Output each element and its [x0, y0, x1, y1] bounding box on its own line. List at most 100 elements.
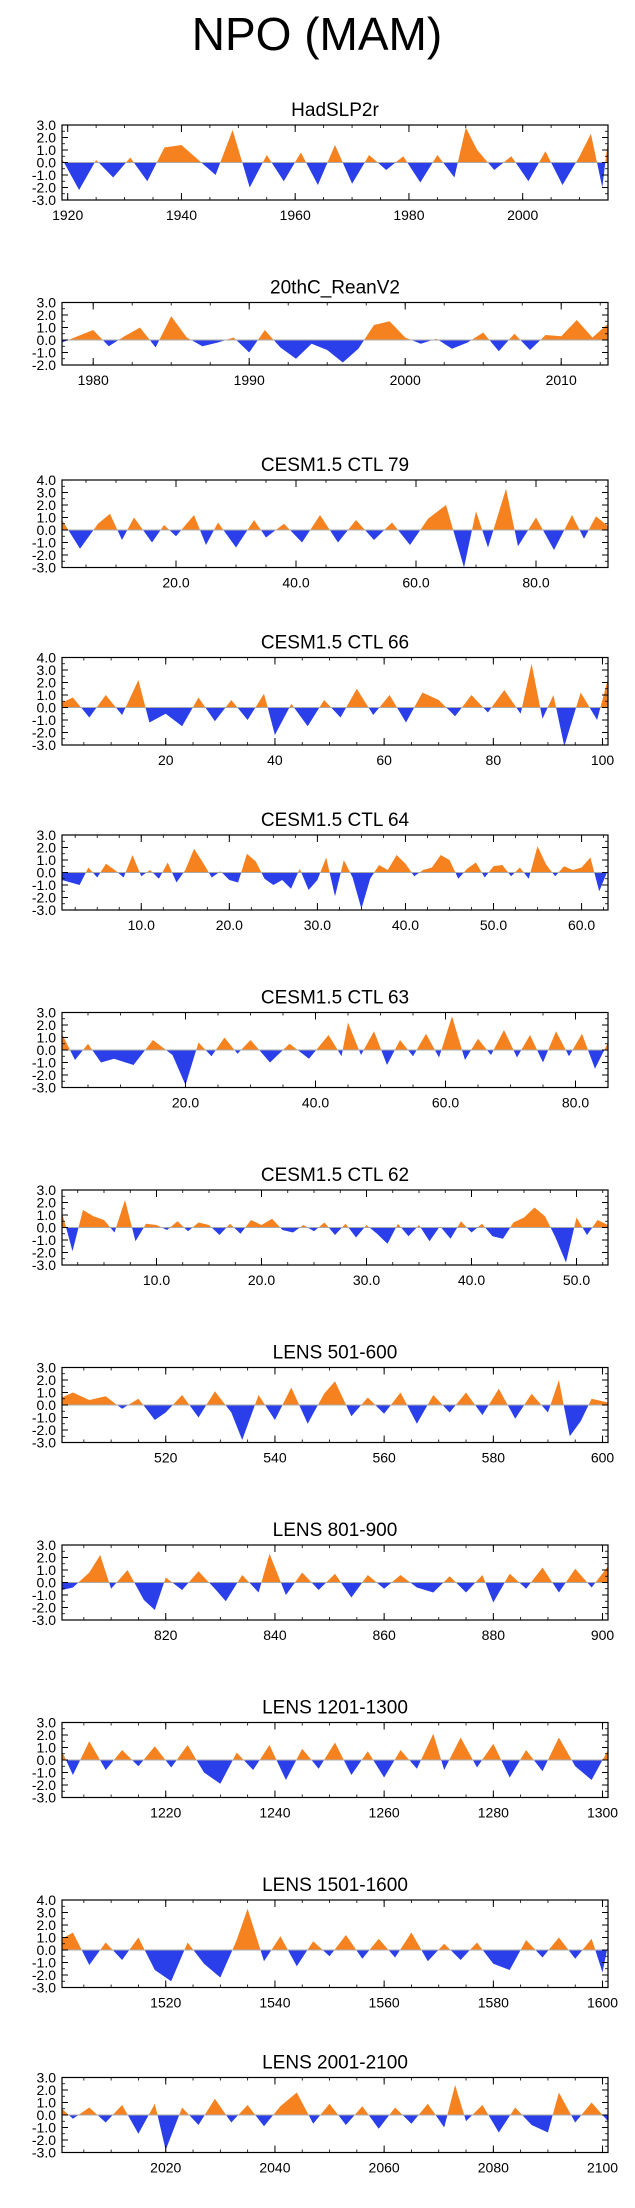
y-tick-label: 3.0 [37, 1715, 57, 1731]
y-tick-label: 3.0 [37, 1005, 57, 1021]
y-tick-label: 0.0 [37, 155, 57, 171]
series-group [62, 488, 608, 568]
series-group [62, 1016, 608, 1085]
y-tick-label: 2.0 [37, 1195, 57, 1211]
y-tick-label: 2.0 [37, 1727, 57, 1743]
chart-title: CESM1.5 CTL 62 [261, 1165, 409, 1186]
x-tick-label: 2040 [259, 2160, 290, 2176]
positive-area [62, 1908, 608, 1950]
y-tick-label: 1.0 [37, 852, 57, 868]
x-tick-label: 600 [591, 1450, 615, 1466]
series-group [62, 2085, 608, 2150]
chart-panel-5: CESM1.5 CTL 64 3.02.01.00.0-1.0-2.0-3.0 10… [32, 810, 609, 933]
y-tick-label: 3.0 [37, 1182, 57, 1198]
x-tick-label: 40.0 [282, 575, 309, 591]
x-tick-label: 1990 [234, 372, 265, 388]
chart-title: LENS 801-900 [273, 1520, 398, 1541]
y-tick-label: 4.0 [37, 650, 57, 666]
negative-area [62, 340, 608, 363]
chart-title: 20thC_ReanV2 [270, 278, 400, 299]
negative-area [62, 1227, 608, 1263]
y-tick-label: 0.0 [37, 1397, 57, 1413]
series-group [62, 1908, 608, 1982]
series-group [62, 663, 608, 745]
chart-title: LENS 501-600 [273, 1343, 398, 1364]
y-tick-label: 0.0 [37, 2107, 57, 2123]
series-group [62, 127, 608, 190]
x-tick-label: 1980 [78, 372, 109, 388]
x-tick-label: 1540 [259, 1995, 290, 2011]
chart-panel-6: CESM1.5 CTL 63 3.02.01.00.0-1.0-2.0-3.0 20… [32, 988, 609, 1111]
positive-area [62, 2085, 608, 2115]
y-tick-label: -2.0 [32, 1422, 56, 1438]
y-tick-label: -3.0 [32, 1790, 56, 1806]
x-tick-label: 40.0 [392, 917, 419, 933]
x-tick-label: 40.0 [302, 1095, 329, 1111]
y-tick-label: 1.0 [37, 1207, 57, 1223]
chart-panel-3: CESM1.5 CTL 79 4.03.02.01.00.0-1.0-2.0-3.… [32, 455, 609, 591]
y-tick-label: 0.0 [37, 1752, 57, 1768]
y-tick-label: 3.0 [37, 662, 57, 678]
y-tick-label: -3.0 [32, 192, 56, 208]
y-tick-label: -2.0 [32, 890, 56, 906]
y-tick-label: -1.0 [32, 1765, 56, 1781]
plot-frame [61, 479, 609, 569]
positive-area [62, 127, 608, 163]
series-group [62, 316, 608, 363]
y-tick-label: -1.0 [32, 167, 56, 183]
x-tick-label: 20.0 [172, 1095, 199, 1111]
y-tick-label: -2.0 [32, 1245, 56, 1261]
x-tick-label: 2020 [150, 2160, 181, 2176]
chart-panel-2: 20thC_ReanV2 3.02.01.00.0-1.0-2.0 1980 1990… [32, 278, 609, 388]
x-tick-label: 2100 [587, 2160, 618, 2176]
y-tick-label: 1.0 [37, 1740, 57, 1756]
x-tick-label: 10.0 [143, 1272, 170, 1288]
x-tick-label: 2060 [369, 2160, 400, 2176]
negative-area [62, 872, 608, 909]
x-tick-label: 1520 [150, 1995, 181, 2011]
positive-area [62, 1380, 608, 1405]
y-tick-label: -1.0 [32, 1232, 56, 1248]
x-tick-label: 540 [263, 1450, 287, 1466]
chart-title: LENS 1201-1300 [262, 1698, 408, 1719]
negative-area [62, 1050, 608, 1085]
y-tick-label: 2.0 [37, 840, 57, 856]
positive-area [62, 663, 608, 708]
negative-area [62, 707, 608, 745]
x-tick-label: 880 [482, 1627, 506, 1643]
y-tick-label: 2.0 [37, 1550, 57, 1566]
y-tick-label: -2.0 [32, 1600, 56, 1616]
y-tick-label: 2.0 [37, 1372, 57, 1388]
x-tick-label: 1980 [393, 207, 424, 223]
x-tick-label: 50.0 [563, 1272, 590, 1288]
series-group [62, 1200, 608, 1263]
x-tick-label: 580 [482, 1450, 506, 1466]
y-tick-label: -1.0 [32, 2120, 56, 2136]
y-tick-label: -2.0 [32, 1067, 56, 1083]
x-tick-label: 100 [591, 752, 615, 768]
y-tick-label: 1.0 [37, 1030, 57, 1046]
x-tick-label: 1220 [150, 1805, 181, 1821]
positive-area [62, 1016, 608, 1050]
negative-area [62, 1582, 608, 1610]
negative-area [62, 162, 608, 190]
x-tick-label: 2000 [507, 207, 538, 223]
y-tick-label: 2.0 [37, 1017, 57, 1033]
y-tick-label: 1.0 [37, 510, 57, 526]
y-tick-label: 3.0 [37, 1537, 57, 1553]
y-tick-label: 1.0 [37, 320, 57, 336]
y-tick-label: -1.0 [32, 712, 56, 728]
y-tick-label: 2.0 [37, 2082, 57, 2098]
y-tick-label: 2.0 [37, 675, 57, 691]
x-tick-label: 2080 [478, 2160, 509, 2176]
x-tick-label: 820 [154, 1627, 178, 1643]
x-tick-label: 60 [376, 752, 392, 768]
y-tick-label: -3.0 [32, 1980, 56, 1996]
y-tick-label: -3.0 [32, 1612, 56, 1628]
series-group [62, 1733, 608, 1784]
y-tick-label: -2.0 [32, 180, 56, 196]
y-tick-label: 0.0 [37, 700, 57, 716]
